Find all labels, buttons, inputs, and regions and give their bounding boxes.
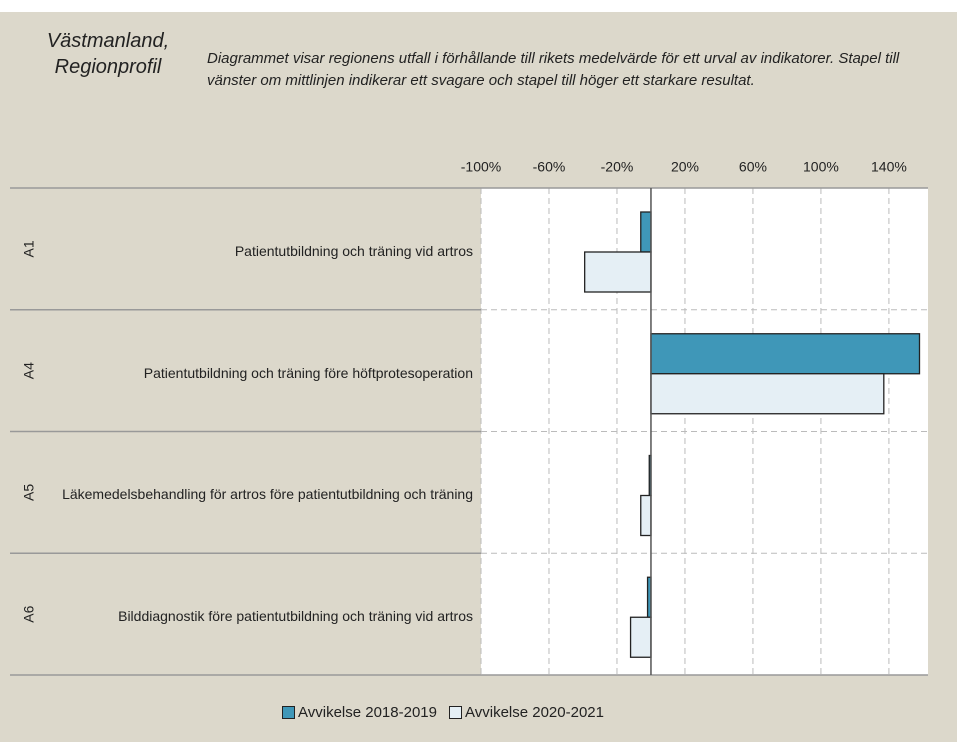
legend-item: Avvikelse 2018-2019 bbox=[282, 704, 437, 721]
bar bbox=[629, 616, 652, 658]
chart-subtitle: Diagrammet visar regionens utfall i förh… bbox=[207, 50, 900, 89]
category-code: A6 bbox=[21, 605, 37, 622]
category-label: Patientutbildning och träning vid artros bbox=[234, 242, 473, 259]
legend-label: Avvikelse 2018-2019 bbox=[298, 704, 437, 721]
category-label: Bilddiagnostik före patientutbildning oc… bbox=[118, 608, 473, 625]
category-code: A4 bbox=[21, 362, 37, 379]
category-code: A1 bbox=[21, 240, 37, 257]
x-tick-label: -60% bbox=[533, 159, 566, 175]
category-label: Patientutbildning och träning före höftp… bbox=[143, 364, 473, 381]
legend-item: Avvikelse 2020-2021 bbox=[449, 704, 604, 721]
category-label: Läkemedelsbehandling för artros före pat… bbox=[62, 486, 473, 503]
chart-title: Västmanland, Regionprofil bbox=[46, 30, 170, 78]
legend-swatch bbox=[449, 706, 462, 719]
x-tick-label: -100% bbox=[461, 159, 501, 175]
bar bbox=[650, 373, 885, 415]
legend-swatch bbox=[282, 706, 295, 719]
legend-label: Avvikelse 2020-2021 bbox=[465, 704, 604, 721]
bar bbox=[584, 251, 652, 293]
bar bbox=[640, 211, 652, 253]
category-code: A5 bbox=[21, 484, 37, 501]
x-tick-label: 140% bbox=[871, 159, 907, 175]
bar bbox=[640, 494, 652, 537]
x-tick-label: 100% bbox=[803, 159, 839, 175]
x-tick-label: -20% bbox=[601, 159, 634, 175]
x-tick-label: 20% bbox=[671, 159, 699, 175]
bar bbox=[650, 333, 921, 375]
x-tick-label: 60% bbox=[739, 159, 767, 175]
